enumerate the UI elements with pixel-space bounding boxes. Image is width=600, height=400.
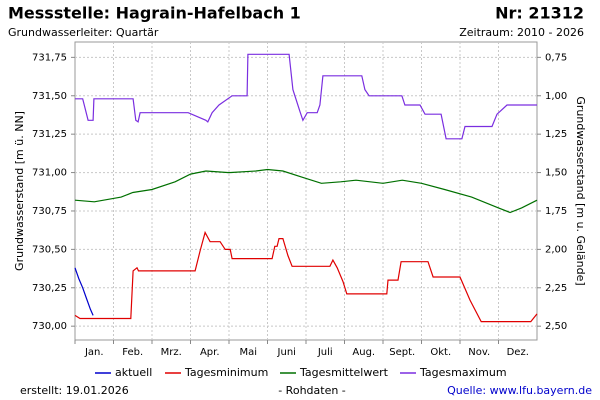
x-tick-label: Mrz. <box>161 347 182 358</box>
y2-tick-label: 1,25 <box>545 129 567 140</box>
y-axis-label: Grundwasserstand [m ü. NN] <box>13 111 26 271</box>
legend-label: aktuell <box>115 366 152 379</box>
x-tick-label: Okt. <box>430 347 451 358</box>
y-tick-label: 731,50 <box>32 91 67 102</box>
x-tick-label: Feb. <box>122 347 143 358</box>
subtitle: Grundwasserleiter: Quartär <box>8 26 159 39</box>
y2-tick-label: 2,50 <box>545 321 567 332</box>
y2-tick-label: 2,00 <box>545 244 567 255</box>
legend-item: aktuell <box>95 366 152 379</box>
y2-tick-label: 1,75 <box>545 206 567 217</box>
x-tick-label: Sept. <box>389 347 415 358</box>
data-line <box>74 230 538 323</box>
y-tick-label: 730,25 <box>32 283 67 294</box>
y-tick-label: 731,75 <box>32 52 67 63</box>
y2-axis-label: Grundwasserstand [m u. Gelände] <box>574 96 587 285</box>
y2-tick-label: 1,50 <box>545 168 567 179</box>
y2-tick-label: 1,00 <box>545 91 567 102</box>
y-tick-label: 730,00 <box>32 321 67 332</box>
data-note: - Rohdaten - <box>278 384 346 397</box>
y-tick-label: 730,50 <box>32 244 67 255</box>
data-line <box>74 168 538 214</box>
y-tick-label: 730,75 <box>32 206 67 217</box>
data-line <box>74 267 94 316</box>
chart-title: Messstelle: Hagrain-Hafelbach 1 <box>8 4 301 23</box>
legend-label: Tagesmaximum <box>419 366 507 379</box>
station-number: Nr: 21312 <box>495 4 584 23</box>
y2-tick-label: 2,25 <box>545 283 567 294</box>
legend-item: Tagesminimum <box>165 366 268 379</box>
legend-item: Tagesmaximum <box>400 366 507 379</box>
created-date: erstellt: 19.01.2026 <box>20 384 129 397</box>
x-tick-label: Aug. <box>352 347 375 358</box>
x-tick-label: Mai <box>239 347 257 358</box>
x-tick-label: Jan. <box>84 347 104 358</box>
legend-item: Tagesmittelwert <box>280 366 389 379</box>
x-tick-label: Apr. <box>200 347 220 358</box>
legend-label: Tagesminimum <box>184 366 268 379</box>
data-line <box>75 53 537 140</box>
x-tick-label: Juni <box>277 347 296 358</box>
y2-tick-label: 0,75 <box>545 52 567 63</box>
y-tick-label: 731,00 <box>32 168 67 179</box>
source-link[interactable]: Quelle: www.lfu.bayern.de <box>447 384 592 397</box>
x-tick-label: Dez. <box>507 347 529 358</box>
period: Zeitraum: 2010 - 2026 <box>459 26 584 39</box>
y-tick-label: 731,25 <box>32 129 67 140</box>
x-tick-label: Juli <box>317 347 333 358</box>
x-tick-label: Nov. <box>468 347 490 358</box>
legend-label: Tagesmittelwert <box>299 366 389 379</box>
